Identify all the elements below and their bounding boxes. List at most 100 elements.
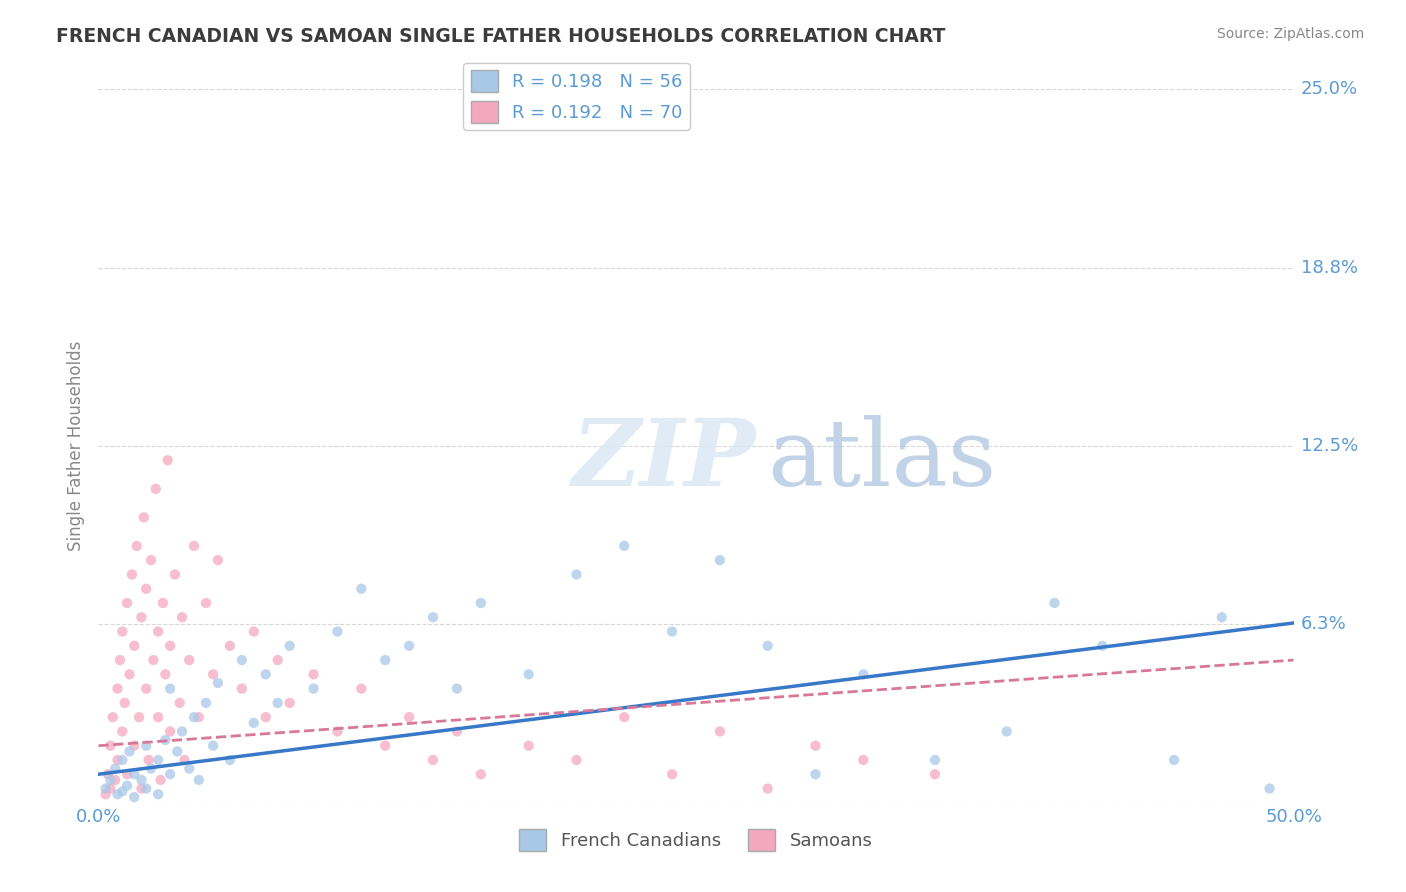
Point	[852, 667, 875, 681]
Point	[661, 624, 683, 639]
Point	[155, 733, 177, 747]
Point	[124, 739, 146, 753]
Point	[613, 710, 636, 724]
Point	[111, 724, 134, 739]
Point	[139, 553, 162, 567]
Point	[135, 582, 157, 596]
Point	[94, 787, 117, 801]
Point	[804, 739, 827, 753]
Point	[1211, 610, 1233, 624]
Y-axis label: Single Father Households: Single Father Households	[66, 341, 84, 551]
Text: 6.3%: 6.3%	[1301, 615, 1347, 633]
Point	[517, 667, 540, 681]
Point	[166, 744, 188, 758]
Point	[183, 539, 205, 553]
Point	[302, 667, 325, 681]
Point	[613, 539, 636, 553]
Point	[207, 676, 229, 690]
Point	[231, 681, 253, 696]
Point	[470, 596, 492, 610]
Point	[118, 744, 141, 758]
Point	[138, 753, 160, 767]
Point	[179, 762, 201, 776]
Point	[114, 696, 136, 710]
Point	[107, 787, 129, 801]
Text: FRENCH CANADIAN VS SAMOAN SINGLE FATHER HOUSEHOLDS CORRELATION CHART: FRENCH CANADIAN VS SAMOAN SINGLE FATHER …	[56, 27, 946, 45]
Text: ZIP: ZIP	[571, 416, 756, 505]
Point	[1258, 781, 1281, 796]
Point	[302, 681, 325, 696]
Point	[1091, 639, 1114, 653]
Point	[195, 596, 218, 610]
Point	[374, 739, 396, 753]
Point	[148, 624, 170, 639]
Point	[756, 781, 779, 796]
Point	[152, 596, 174, 610]
Point	[219, 639, 242, 653]
Text: 12.5%: 12.5%	[1301, 437, 1358, 455]
Point	[924, 767, 946, 781]
Point	[422, 753, 444, 767]
Point	[709, 724, 731, 739]
Point	[135, 781, 157, 796]
Point	[243, 624, 266, 639]
Point	[565, 567, 588, 582]
Point	[111, 784, 134, 798]
Point	[326, 724, 349, 739]
Point	[139, 762, 162, 776]
Point	[195, 696, 218, 710]
Point	[124, 790, 146, 805]
Text: Source: ZipAtlas.com: Source: ZipAtlas.com	[1216, 27, 1364, 41]
Point	[98, 739, 122, 753]
Point	[135, 681, 157, 696]
Text: 25.0%: 25.0%	[1301, 80, 1358, 98]
Point	[470, 767, 492, 781]
Point	[145, 482, 167, 496]
Point	[98, 781, 122, 796]
Point	[131, 610, 153, 624]
Point	[121, 567, 143, 582]
Point	[422, 610, 444, 624]
Point	[398, 710, 420, 724]
Point	[159, 639, 181, 653]
Point	[169, 696, 191, 710]
Text: 18.8%: 18.8%	[1301, 259, 1358, 277]
Point	[565, 753, 588, 767]
Point	[101, 710, 124, 724]
Point	[155, 667, 177, 681]
Point	[135, 739, 157, 753]
Point	[350, 582, 373, 596]
Point	[179, 653, 201, 667]
Point	[115, 779, 138, 793]
Point	[132, 510, 155, 524]
Point	[254, 710, 277, 724]
Point	[118, 667, 141, 681]
Point	[278, 639, 301, 653]
Legend: French Canadians, Samoans: French Canadians, Samoans	[512, 822, 880, 858]
Point	[207, 553, 229, 567]
Point	[446, 681, 468, 696]
Point	[183, 710, 205, 724]
Point	[131, 772, 153, 787]
Point	[125, 539, 148, 553]
Point	[115, 596, 138, 610]
Point	[995, 724, 1018, 739]
Point	[219, 753, 242, 767]
Point	[148, 753, 170, 767]
Point	[804, 767, 827, 781]
Point	[148, 710, 170, 724]
Point	[243, 715, 266, 730]
Point	[163, 567, 186, 582]
Point	[98, 772, 122, 787]
Point	[924, 753, 946, 767]
Point	[148, 787, 170, 801]
Point	[159, 724, 181, 739]
Point	[446, 724, 468, 739]
Point	[128, 710, 150, 724]
Point	[131, 781, 153, 796]
Point	[104, 762, 127, 776]
Point	[326, 624, 349, 639]
Point	[231, 653, 253, 667]
Point	[709, 553, 731, 567]
Point	[1163, 753, 1185, 767]
